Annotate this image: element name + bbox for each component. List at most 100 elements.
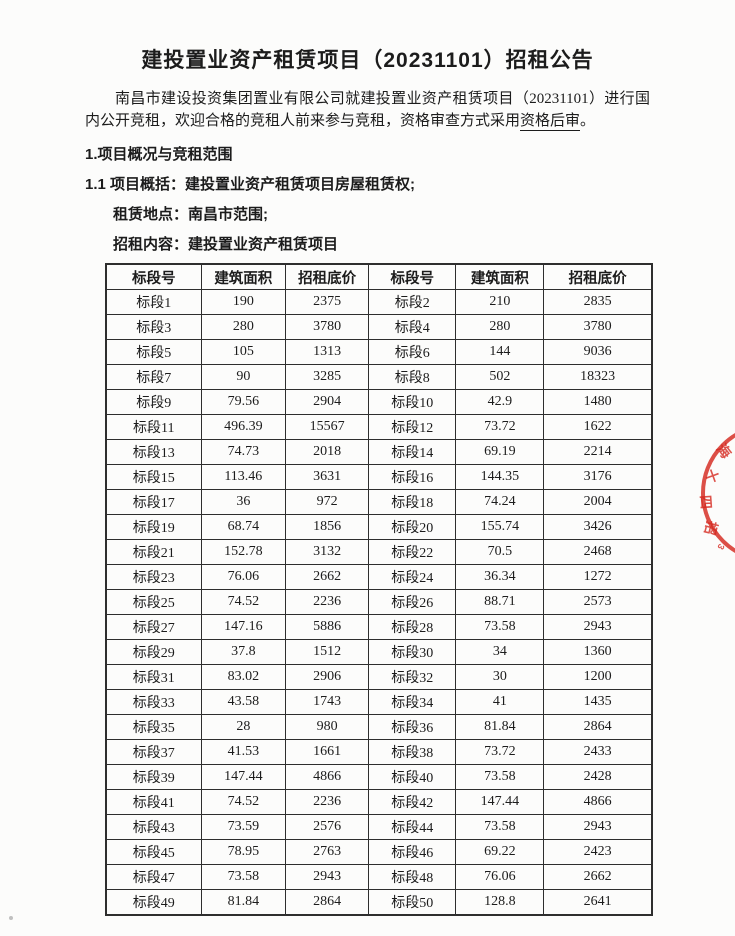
area-cell: 152.78 xyxy=(200,539,287,565)
area-cell: 28 xyxy=(200,714,287,740)
price-cell: 2573 xyxy=(543,589,653,615)
price-cell: 18323 xyxy=(543,364,653,390)
bid-id-cell: 标段37 xyxy=(105,739,202,765)
intro-paragraph: 南昌市建设投资集团置业有限公司就建投置业资产租赁项目（20231101）进行国内… xyxy=(85,88,650,132)
area-cell: 280 xyxy=(200,314,287,340)
document-title: 建投置业资产租赁项目（20231101）招租公告 xyxy=(141,49,594,72)
table-row: 标段37 41.53 1661 标段38 73.72 2433 xyxy=(105,739,653,765)
area-cell: 105 xyxy=(200,339,287,365)
area-cell: 210 xyxy=(455,289,545,315)
bid-id-cell: 标段30 xyxy=(368,639,457,665)
price-cell: 1360 xyxy=(543,639,653,665)
price-cell: 1313 xyxy=(285,339,370,365)
area-cell: 73.58 xyxy=(455,814,545,840)
area-cell: 81.84 xyxy=(455,714,545,740)
area-cell: 73.58 xyxy=(455,764,545,790)
bid-id-cell: 标段49 xyxy=(105,889,202,916)
price-cell: 3780 xyxy=(285,314,370,340)
price-cell: 3780 xyxy=(543,314,653,340)
area-cell: 88.71 xyxy=(455,589,545,615)
price-cell: 2864 xyxy=(543,714,653,740)
col-header-price-right: 招租底价 xyxy=(543,263,653,290)
area-cell: 74.73 xyxy=(200,439,287,465)
price-cell: 3426 xyxy=(543,514,653,540)
area-cell: 41.53 xyxy=(200,739,287,765)
price-cell: 2943 xyxy=(285,864,370,890)
price-cell: 2214 xyxy=(543,439,653,465)
area-cell: 190 xyxy=(200,289,287,315)
bid-id-cell: 标段17 xyxy=(105,489,202,515)
bid-id-cell: 标段41 xyxy=(105,789,202,815)
price-cell: 1512 xyxy=(285,639,370,665)
area-cell: 147.44 xyxy=(455,789,545,815)
price-cell: 1200 xyxy=(543,664,653,690)
bid-id-cell: 标段29 xyxy=(105,639,202,665)
bid-id-cell: 标段14 xyxy=(368,439,457,465)
bid-id-cell: 标段35 xyxy=(105,714,202,740)
area-cell: 81.84 xyxy=(200,889,287,916)
price-cell: 9036 xyxy=(543,339,653,365)
area-cell: 74.24 xyxy=(455,489,545,515)
price-cell: 2018 xyxy=(285,439,370,465)
bid-id-cell: 标段5 xyxy=(105,339,202,365)
table-body: 标段1 190 2375 标段2 210 2835 标段3 280 3780 标段4 280 3780… xyxy=(105,289,653,916)
area-cell: 83.02 xyxy=(200,664,287,690)
underlined-term: 资格后审 xyxy=(520,113,581,131)
bid-id-cell: 标段4 xyxy=(368,314,457,340)
bid-id-cell: 标段44 xyxy=(368,814,457,840)
bid-id-cell: 标段16 xyxy=(368,464,457,490)
bid-id-cell: 标段27 xyxy=(105,614,202,640)
table-row: 标段41 74.52 2236 标段42 147.44 4866 xyxy=(105,789,653,815)
area-cell: 73.58 xyxy=(455,614,545,640)
area-cell: 78.95 xyxy=(200,839,287,865)
area-cell: 73.72 xyxy=(455,739,545,765)
bid-id-cell: 标段21 xyxy=(105,539,202,565)
area-cell: 36 xyxy=(200,489,287,515)
area-cell: 79.56 xyxy=(200,389,287,415)
bid-id-cell: 标段12 xyxy=(368,414,457,440)
price-cell: 2236 xyxy=(285,789,370,815)
intro-text-before: 南昌市建设投资集团置业有限公司就建投置业资产租赁项目（20231101）进行国内… xyxy=(85,91,650,129)
bid-id-cell: 标段32 xyxy=(368,664,457,690)
table-row: 标段39 147.44 4866 标段40 73.58 2428 xyxy=(105,764,653,790)
bid-id-cell: 标段43 xyxy=(105,814,202,840)
area-cell: 74.52 xyxy=(200,589,287,615)
table-row: 标段25 74.52 2236 标段26 88.71 2573 xyxy=(105,589,653,615)
bid-id-cell: 标段39 xyxy=(105,764,202,790)
table-row: 标段33 43.58 1743 标段34 41 1435 xyxy=(105,689,653,715)
area-cell: 42.9 xyxy=(455,389,545,415)
price-cell: 2641 xyxy=(543,889,653,916)
bid-id-cell: 标段19 xyxy=(105,514,202,540)
area-cell: 41 xyxy=(455,689,545,715)
table-row: 标段17 36 972 标段18 74.24 2004 xyxy=(105,489,653,515)
table-row: 标段5 105 1313 标段6 144 9036 xyxy=(105,339,653,365)
rental-location-line: 租赁地点：南昌市范围; xyxy=(113,206,268,223)
bid-id-cell: 标段13 xyxy=(105,439,202,465)
bid-id-cell: 标段8 xyxy=(368,364,457,390)
table-row: 标段1 190 2375 标段2 210 2835 xyxy=(105,289,653,315)
seal-glyph: 四 xyxy=(697,494,715,510)
price-cell: 4866 xyxy=(285,764,370,790)
price-cell: 2662 xyxy=(285,564,370,590)
area-cell: 128.8 xyxy=(455,889,545,916)
table-row: 标段23 76.06 2662 标段24 36.34 1272 xyxy=(105,564,653,590)
table-row: 标段35 28 980 标段36 81.84 2864 xyxy=(105,714,653,740)
bid-id-cell: 标段26 xyxy=(368,589,457,615)
area-cell: 280 xyxy=(455,314,545,340)
area-cell: 73.72 xyxy=(455,414,545,440)
table-header-row: 标段号 建筑面积 招租底价 标段号 建筑面积 招租底价 xyxy=(105,263,653,290)
col-header-area-right: 建筑面积 xyxy=(455,263,545,290)
area-cell: 73.58 xyxy=(200,864,287,890)
intro-text-after: 。 xyxy=(580,113,596,129)
price-cell: 2835 xyxy=(543,289,653,315)
area-cell: 113.46 xyxy=(200,464,287,490)
bid-id-cell: 标段7 xyxy=(105,364,202,390)
bid-id-cell: 标段18 xyxy=(368,489,457,515)
bid-id-cell: 标段34 xyxy=(368,689,457,715)
price-cell: 1272 xyxy=(543,564,653,590)
price-cell: 1622 xyxy=(543,414,653,440)
price-cell: 2375 xyxy=(285,289,370,315)
price-cell: 2004 xyxy=(543,489,653,515)
area-cell: 34 xyxy=(455,639,545,665)
